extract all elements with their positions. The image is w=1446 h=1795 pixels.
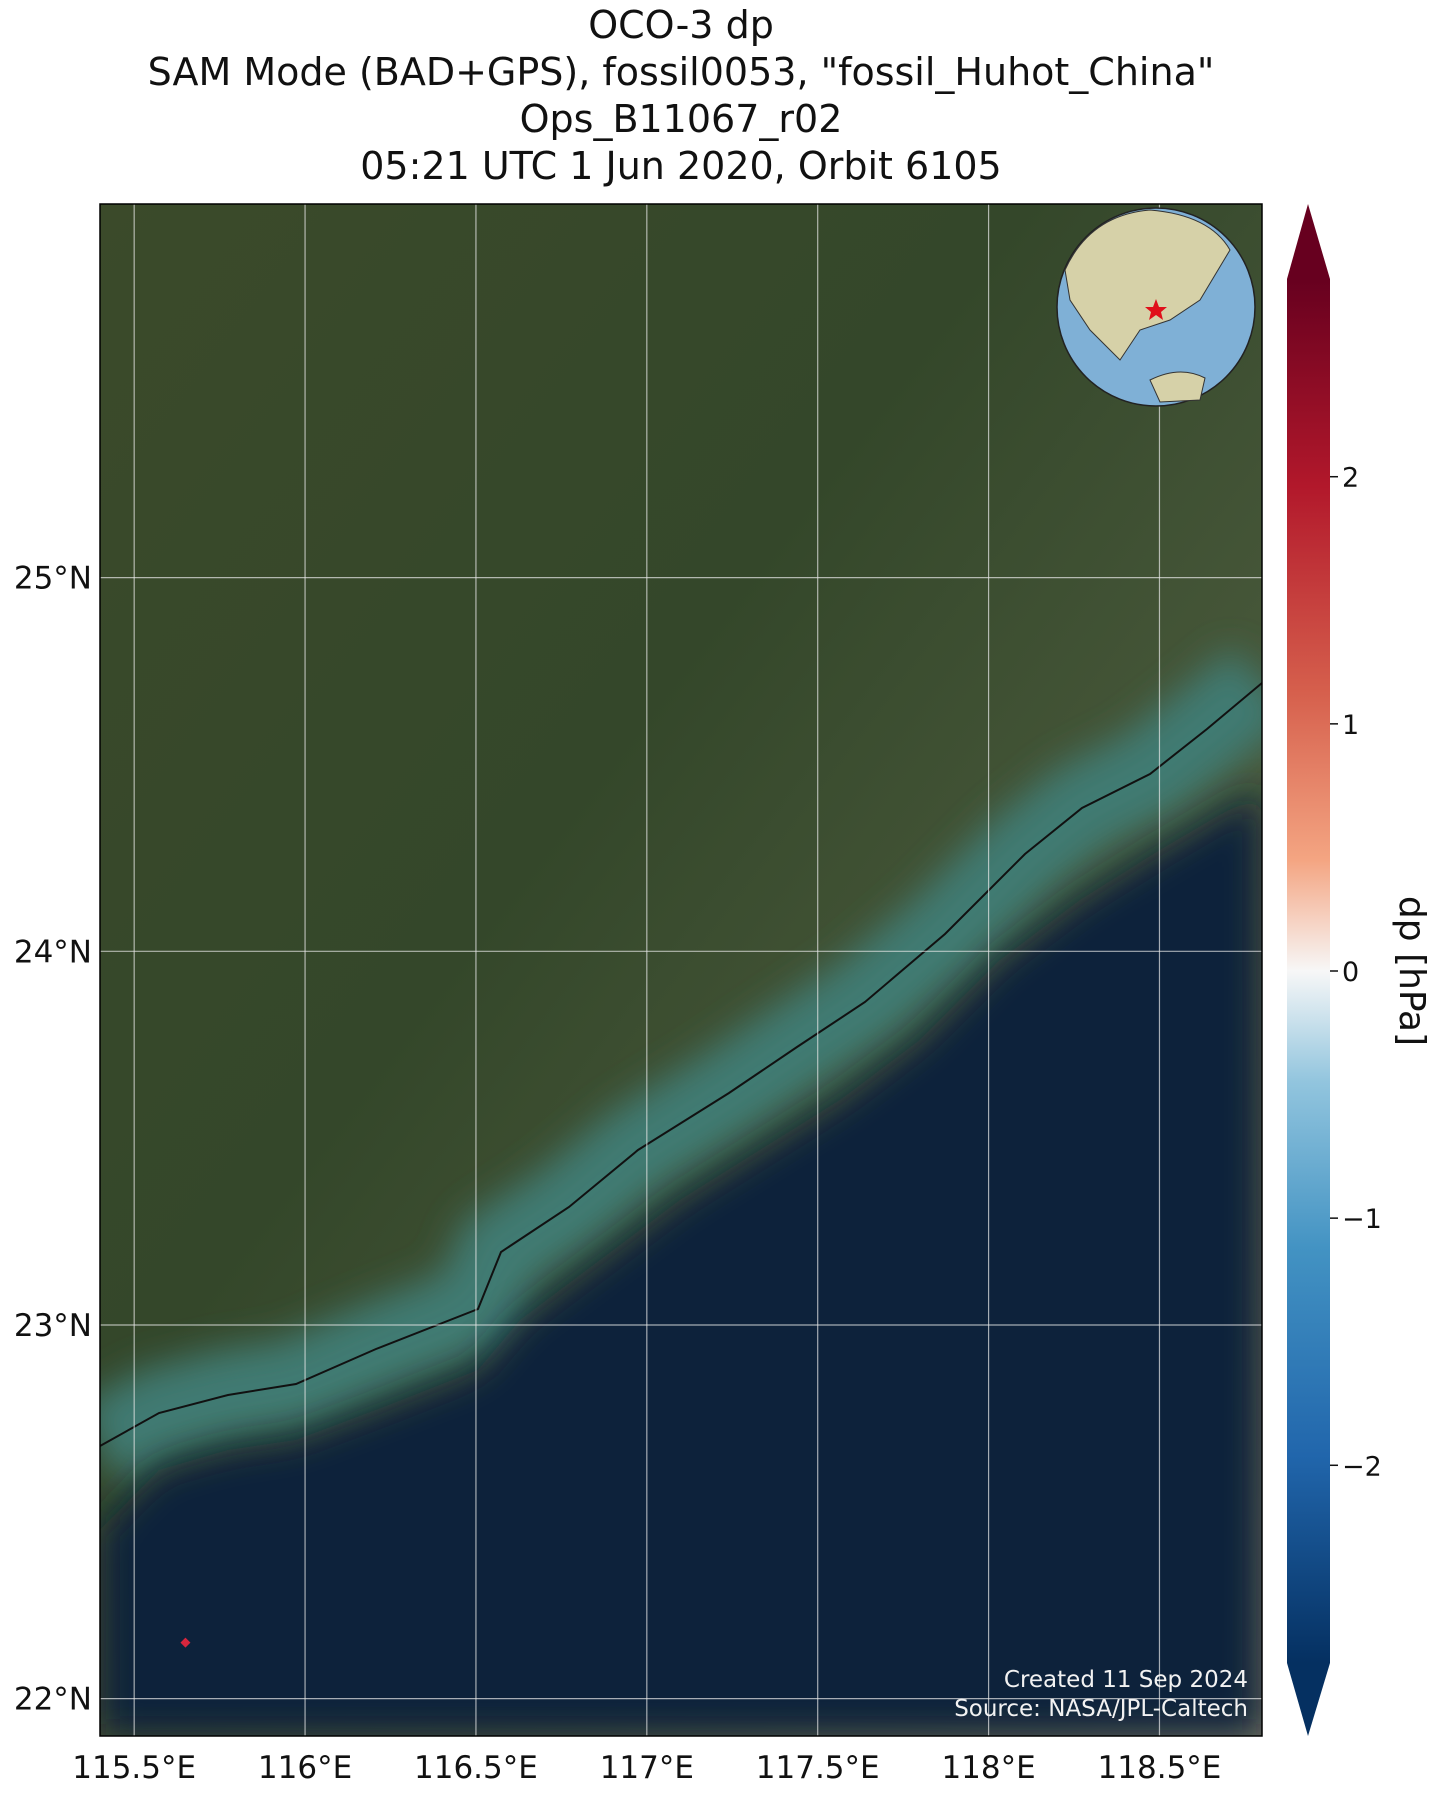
colorbar xyxy=(1287,204,1338,1736)
inset-globe xyxy=(1056,207,1256,407)
colorbar-tick-label: 0 xyxy=(1342,957,1359,988)
y-tick-label: 25°N xyxy=(14,561,92,597)
chart-title: Ops_B11067_r02 xyxy=(520,97,843,141)
y-tick-label: 22°N xyxy=(14,1682,92,1718)
colorbar-tick-label: 1 xyxy=(1342,710,1359,741)
x-tick-label: 118.5°E xyxy=(1098,1750,1222,1786)
credit: Created 11 Sep 2024 xyxy=(1004,1667,1248,1693)
x-tick-label: 116°E xyxy=(258,1750,352,1786)
sounding xyxy=(180,1637,191,1648)
x-tick-label: 115.5°E xyxy=(72,1750,196,1786)
colorbar-extend xyxy=(1287,204,1330,279)
globe-land xyxy=(1149,371,1206,403)
y-tick-label: 24°N xyxy=(14,934,92,970)
colorbar-tick-label: −1 xyxy=(1342,1204,1382,1235)
colorbar-label: dp [hPa] xyxy=(1391,896,1432,1046)
coastline xyxy=(100,682,1262,1447)
x-tick-label: 117°E xyxy=(600,1750,694,1786)
credit: Source: NASA/JPL-Caltech xyxy=(954,1696,1248,1722)
y-tick-label: 23°N xyxy=(14,1308,92,1344)
colorbar-tick-label: 2 xyxy=(1342,463,1359,494)
chart-title: SAM Mode (BAD+GPS), fossil0053, "fossil_… xyxy=(148,50,1215,94)
colorbar-tick-label: −2 xyxy=(1342,1451,1382,1482)
chart-title: 05:21 UTC 1 Jun 2020, Orbit 6105 xyxy=(360,144,1001,188)
globe-land xyxy=(1064,209,1231,361)
x-tick-label: 117.5°E xyxy=(756,1750,880,1786)
basemap xyxy=(100,204,1262,1736)
x-tick-label: 116.5°E xyxy=(414,1750,538,1786)
x-tick-label: 118°E xyxy=(941,1750,1035,1786)
ocean xyxy=(100,790,1262,1736)
grid xyxy=(100,204,1262,1736)
globe-star xyxy=(1145,299,1167,320)
colorbar-body xyxy=(1287,279,1330,1663)
chart-title: OCO-3 dp xyxy=(588,3,774,47)
map-frame xyxy=(99,203,1263,1737)
colorbar-extend xyxy=(1287,1663,1330,1736)
